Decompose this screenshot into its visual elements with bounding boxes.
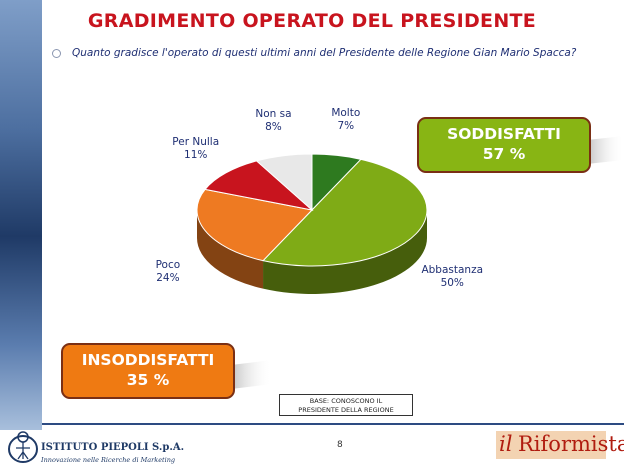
pie-group [196,153,428,294]
pie-value-non-sa: 8% [265,121,282,133]
riformista-logo: il Riformista [496,431,624,459]
pie-slice-poco [196,188,314,262]
page-number: 8 [337,440,343,450]
callout-shadow-satisfied [587,136,624,164]
pie-value-poco: 24% [156,272,179,284]
pie-value-per-nulla: 11% [184,149,207,161]
pie-value-molto: 7% [337,120,354,132]
base-note: BASE: CONOSCONO IL PRESIDENTE DELLA REGI… [279,394,413,416]
pie-slice-per-nulla [204,160,314,211]
pie-label-non-sa: Non sa [255,108,291,120]
riformista-name: Riformista [518,432,624,456]
pie-label-per-nulla: Per Nulla [172,136,219,148]
riformista-prefix: il [499,432,513,456]
callout-shadow-unsatisfied [231,360,272,389]
pie-label-molto: Molto [331,107,360,119]
unsatisfied-value: 35 % [126,371,170,389]
unsatisfied-label: INSODDISFATTI [81,351,215,369]
unsatisfied-callout: INSODDISFATTI 35 % [61,343,235,399]
piepoli-tagline: Innovazione nelle Ricerche di Marketing [41,456,176,464]
title-part-2: OPERATO DEL PRESIDENTE [242,10,537,32]
title-part-1: GRADIMENTO [87,10,236,32]
satisfied-callout: SODDISFATTI 57 % [417,117,591,173]
pie-value-abbastanza: 50% [441,277,464,289]
base-note-line-1: BASE: CONOSCONO IL [309,397,383,405]
survey-question: Quanto gradisce l'operato di questi ulti… [72,47,577,59]
piepoli-emblem-icon [8,431,38,463]
pie-slice-non-sa [255,153,313,212]
base-note-line-2: PRESIDENTE DELLA REGIONE [298,406,394,414]
piepoli-name: ISTITUTO PIEPOLI S.p.A. [41,442,185,453]
bullet-icon [52,49,61,58]
satisfied-label: SODDISFATTI [447,125,561,143]
footer-divider [42,423,624,425]
pie-label-poco: Poco [156,259,181,271]
satisfied-value: 57 % [482,145,526,163]
side-decorative-bar [0,0,42,430]
pie-label-abbastanza: Abbastanza [421,264,483,276]
page-title: GRADIMENTO OPERATO DEL PRESIDENTE [0,10,624,32]
pie-slice-abbastanza [262,158,428,267]
piepoli-logo: ISTITUTO PIEPOLI S.p.A. Innovazione nell… [4,428,184,466]
pie-side-abbastanza [263,210,427,294]
